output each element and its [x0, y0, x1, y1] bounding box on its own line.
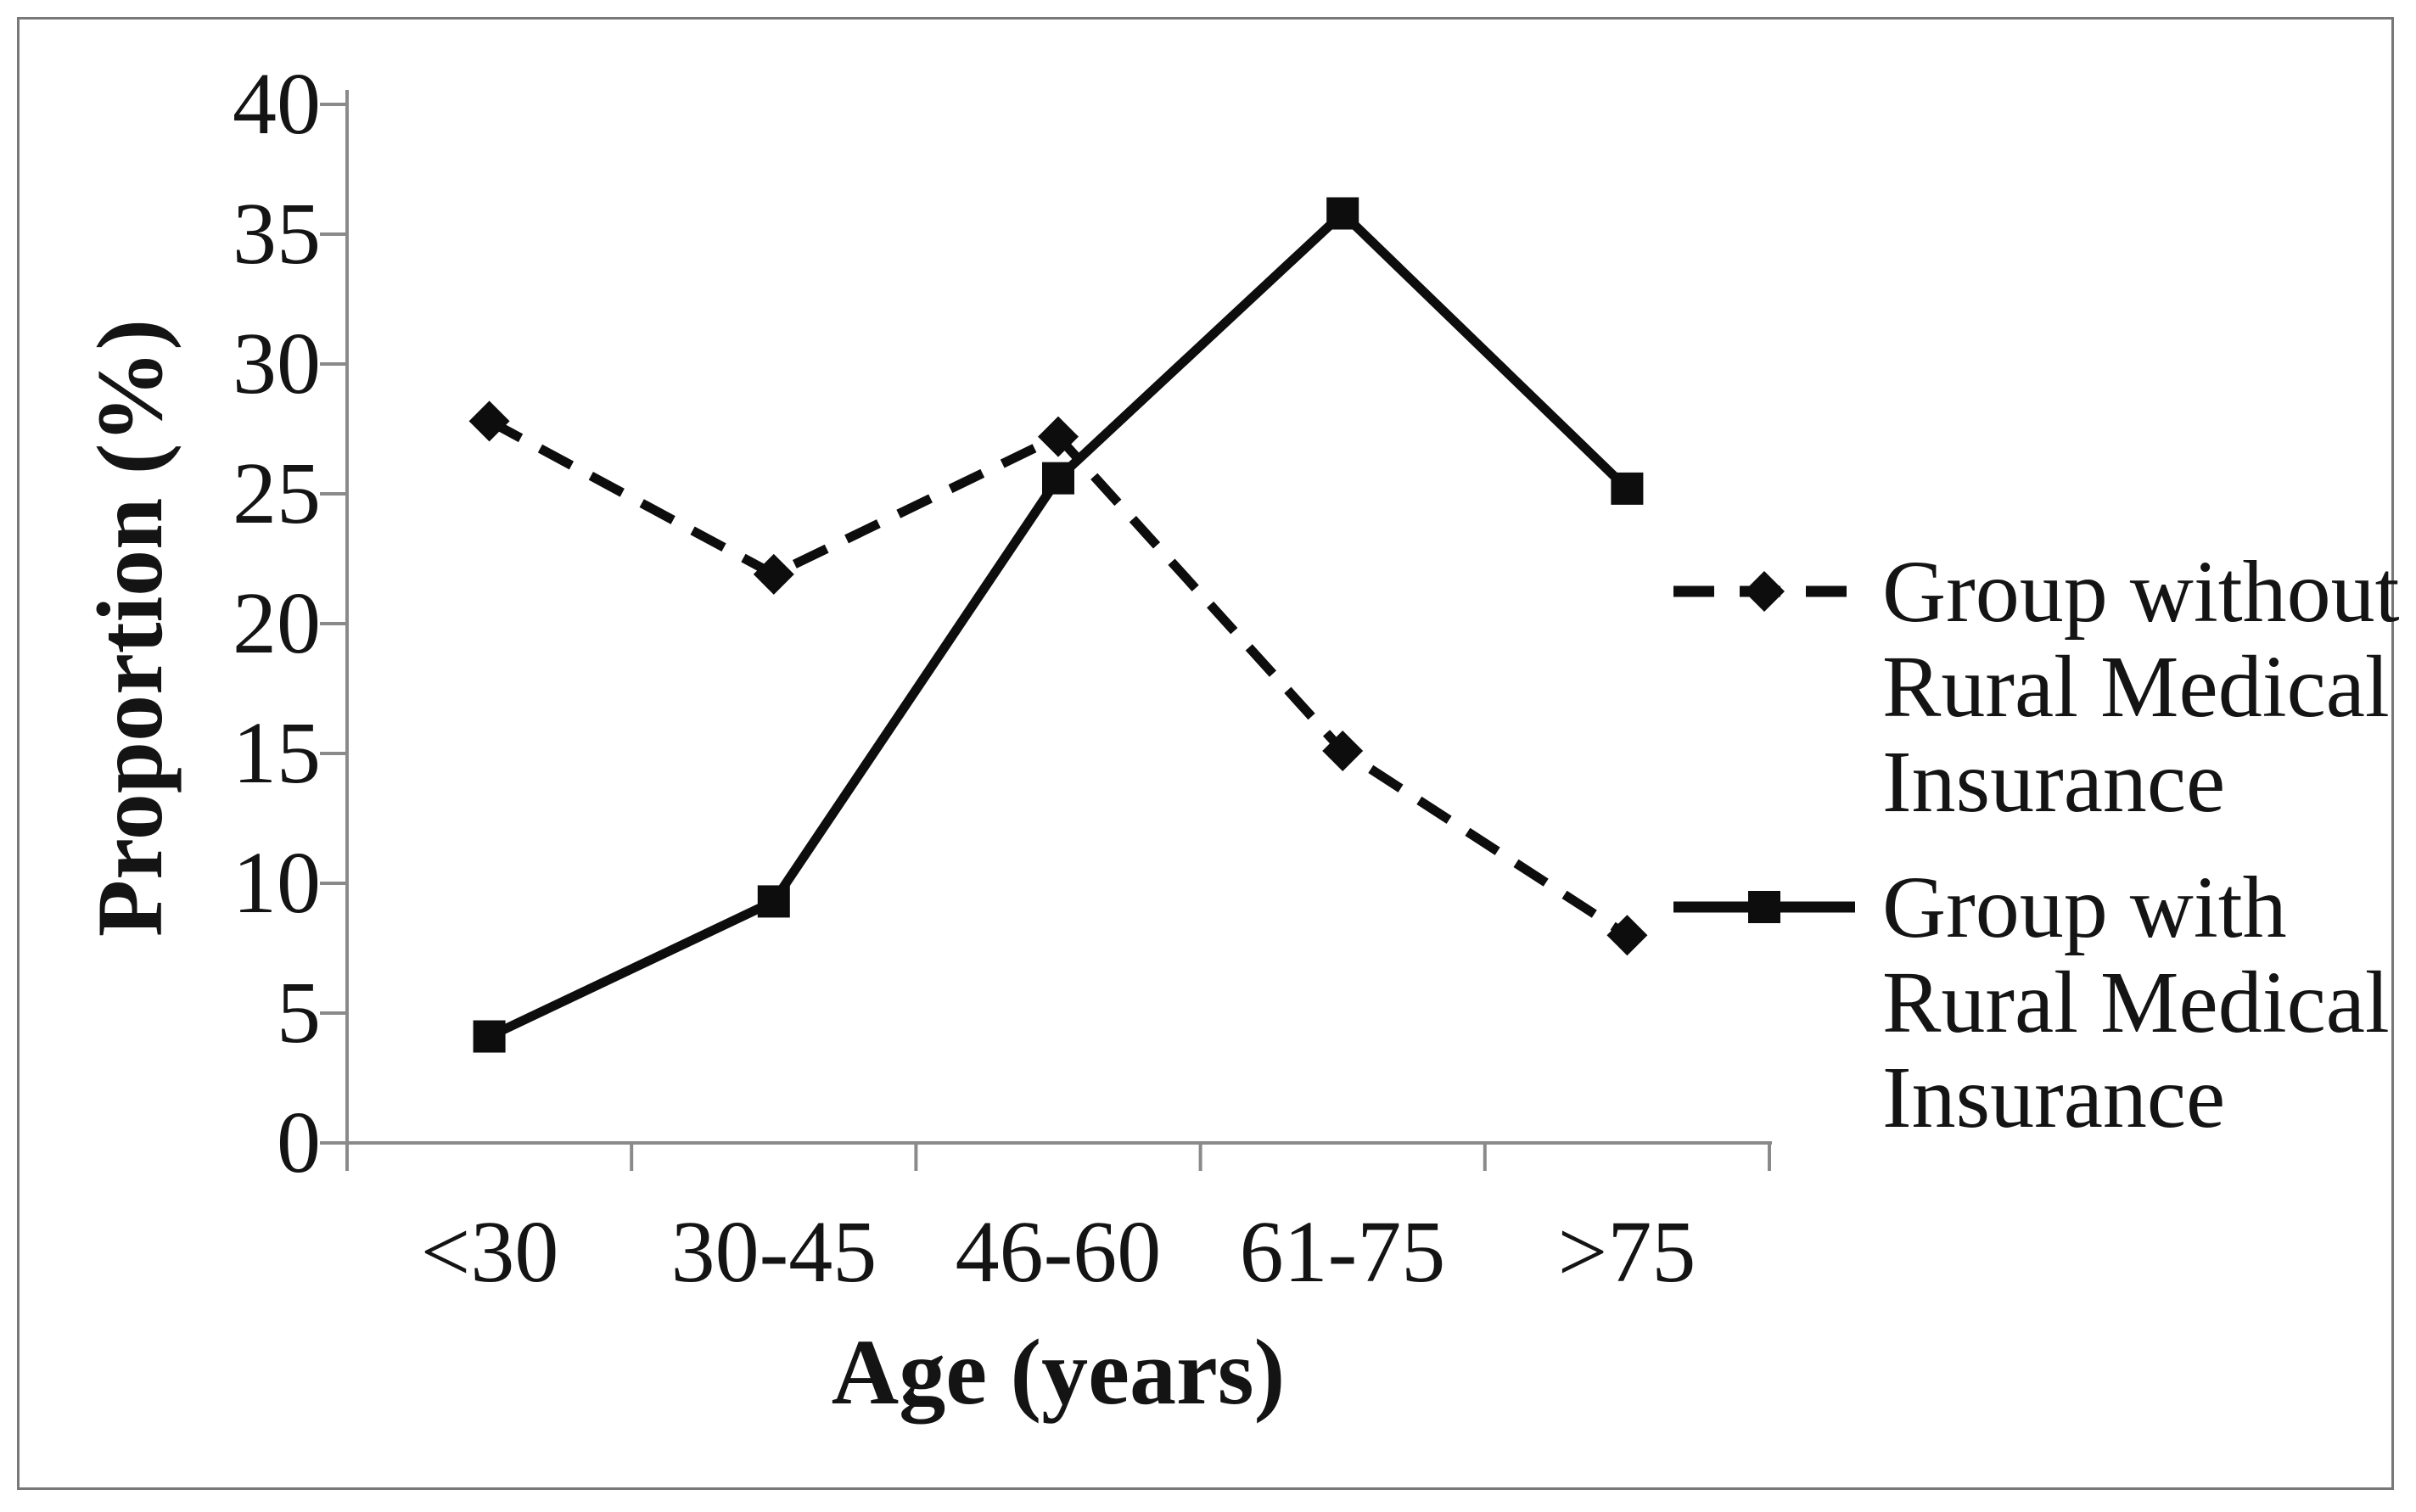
- legend-sample-marker-diamond: [1744, 571, 1785, 612]
- data-point-marker-diamond: [1038, 416, 1079, 457]
- x-tick-label: <30: [420, 1203, 559, 1301]
- y-tick-label: 30: [233, 315, 321, 412]
- legend-entry-without-line1: Group without: [1882, 543, 2400, 641]
- data-point-marker-diamond: [1322, 730, 1364, 771]
- x-tick-label: 61-75: [1239, 1203, 1446, 1301]
- y-tick-label: 20: [233, 574, 321, 672]
- data-point-marker-diamond: [1606, 915, 1648, 956]
- y-tick-label: 25: [233, 445, 321, 542]
- y-tick-label: 10: [233, 834, 321, 932]
- legend-entry-with-line2: Rural Medical: [1882, 954, 2390, 1051]
- y-tick-label: 40: [233, 55, 321, 153]
- legend-sample-marker-square: [1748, 891, 1780, 923]
- legend-entry-with: Group with Rural Medical Insurance: [1882, 860, 2416, 1145]
- legend-entry-without-line3: Insurance: [1882, 733, 2226, 831]
- data-point-marker-square: [1611, 472, 1644, 505]
- series-line-with-insurance: [487, 206, 1631, 1041]
- data-point-marker-diamond: [468, 400, 510, 442]
- series-line-without-insurance: [486, 417, 1630, 939]
- legend-entry-without-line2: Rural Medical: [1882, 638, 2390, 736]
- data-point-marker-diamond: [753, 553, 794, 595]
- y-tick-label: 0: [277, 1094, 321, 1191]
- data-point-marker-square: [1326, 197, 1359, 230]
- figure-border: [17, 17, 2394, 1490]
- y-tick-label: 5: [277, 964, 321, 1061]
- data-point-marker-square: [757, 885, 790, 918]
- data-point-marker-square: [473, 1020, 506, 1053]
- x-axis-title: Age (years): [831, 1320, 1286, 1424]
- legend-entry-without: Group without Rural Medical Insurance: [1882, 545, 2416, 830]
- legend-entry-with-line3: Insurance: [1882, 1049, 2226, 1146]
- y-tick-label: 35: [233, 185, 321, 283]
- y-tick-label: 15: [233, 704, 321, 802]
- x-tick-label: >75: [1557, 1203, 1696, 1301]
- y-axis-title: Proportion (%): [78, 318, 182, 938]
- legend-entry-with-line1: Group with: [1882, 859, 2287, 956]
- x-tick-label: 30-45: [670, 1203, 877, 1301]
- x-tick-label: 46-60: [955, 1203, 1162, 1301]
- data-point-marker-square: [1042, 462, 1074, 495]
